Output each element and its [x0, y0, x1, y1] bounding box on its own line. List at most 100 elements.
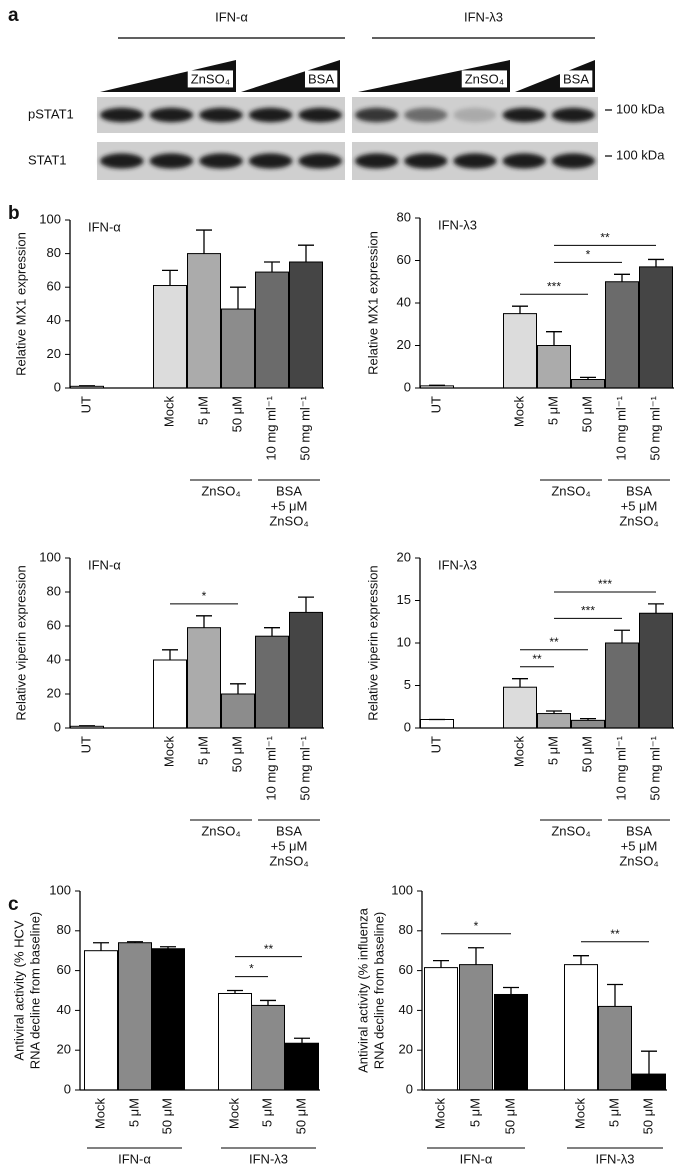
group-label: IFN-α — [118, 1151, 151, 1166]
blot-band — [199, 107, 243, 123]
error-bar — [546, 331, 562, 346]
bar — [564, 964, 598, 1091]
group-label: IFN-α — [460, 1151, 493, 1166]
bar — [221, 693, 255, 729]
x-tick-label: 50 μM — [293, 1098, 308, 1134]
error-bar — [512, 678, 528, 688]
row-label: STAT1 — [28, 152, 67, 167]
y-tick-label: 40 — [397, 294, 411, 309]
group-label: IFN-λ3 — [596, 1151, 635, 1166]
blot-band — [99, 107, 144, 123]
significance-label: * — [586, 248, 591, 262]
bar — [503, 686, 537, 729]
blot-band — [99, 153, 144, 169]
error-bar — [264, 261, 280, 273]
y-tick-label: 40 — [399, 1002, 413, 1017]
group-label: ZnSO₄ — [201, 483, 240, 498]
wedge-label-bg — [187, 70, 233, 88]
bar — [255, 271, 289, 389]
x-tick-label: 10 mg ml⁻¹ — [613, 395, 628, 460]
y-tick-label: 80 — [397, 209, 411, 224]
wedge-label: BSA — [563, 71, 589, 86]
x-tick-label: 5 μM — [195, 736, 210, 765]
error-bar — [648, 603, 664, 614]
chart-title: IFN-λ3 — [438, 217, 477, 232]
chart-title: IFN-α — [88, 557, 121, 572]
error-bar — [648, 258, 664, 267]
y-tick-label: 20 — [397, 337, 411, 352]
bar — [639, 612, 673, 729]
x-tick-label: UT — [428, 736, 443, 753]
x-tick-label: UT — [78, 396, 93, 413]
blot-band — [502, 153, 546, 169]
y-tick-label: 0 — [54, 379, 61, 394]
y-tick-label: 5 — [404, 677, 411, 692]
bar — [187, 253, 221, 389]
panel-label: c — [8, 894, 19, 915]
blot-band — [404, 153, 448, 169]
group-label: ZnSO₄ — [269, 853, 308, 868]
bar — [639, 266, 673, 389]
panel-label: a — [8, 5, 19, 26]
group-label: +5 μM — [621, 838, 658, 853]
bar — [285, 1042, 319, 1091]
bar — [420, 719, 454, 729]
blot-band — [453, 107, 497, 123]
group-label: BSA — [626, 483, 652, 498]
error-bar — [93, 942, 109, 951]
x-tick-label: 50 μM — [579, 396, 594, 432]
y-axis-label: Relative MX1 expression — [365, 231, 380, 375]
significance-label: ** — [610, 927, 620, 941]
y-tick-label: 0 — [54, 719, 61, 734]
group-label: ZnSO₄ — [201, 823, 240, 838]
error-bar — [580, 376, 596, 380]
error-bar — [298, 244, 314, 262]
bar — [605, 642, 639, 729]
bar — [289, 261, 323, 389]
significance-label: * — [249, 962, 254, 976]
significance-label: * — [202, 589, 207, 603]
bar — [632, 1073, 666, 1091]
significance-label: ** — [549, 635, 559, 649]
wedge-label-bg — [304, 70, 338, 88]
error-bar — [264, 627, 280, 637]
chart-title: IFN-α — [88, 219, 121, 234]
significance-label: ** — [600, 231, 610, 245]
error-bar — [468, 947, 484, 965]
blot-band — [551, 153, 596, 169]
x-tick-label: Mock — [161, 396, 176, 428]
x-tick-label: 50 μM — [159, 1098, 174, 1134]
bar — [494, 993, 528, 1091]
x-tick-label: 5 μM — [606, 1098, 621, 1127]
group-label: +5 μM — [271, 498, 308, 513]
y-axis-label: Relative MX1 expression — [13, 232, 28, 376]
y-tick-label: 40 — [57, 1002, 71, 1017]
group-label: ZnSO₄ — [551, 823, 590, 838]
y-tick-label: 100 — [391, 882, 413, 897]
y-axis-label: Antiviral activity (% HCV — [11, 920, 26, 1060]
error-bar — [512, 305, 528, 314]
x-tick-label: 50 mg ml⁻¹ — [647, 395, 662, 460]
y-tick-label: 60 — [47, 279, 61, 294]
y-axis-label: Relative viperin expression — [365, 565, 380, 720]
x-tick-label: UT — [78, 736, 93, 753]
blot-band — [453, 153, 497, 169]
error-bar — [79, 385, 95, 387]
y-tick-label: 80 — [47, 245, 61, 260]
x-tick-label: Mock — [511, 736, 526, 768]
x-tick-label: UT — [428, 396, 443, 413]
blot-band — [551, 107, 596, 123]
wedge-label-bg — [559, 70, 593, 88]
y-tick-label: 60 — [47, 617, 61, 632]
group-label: BSA — [276, 823, 302, 838]
y-tick-label: 40 — [47, 312, 61, 327]
y-tick-label: 60 — [57, 962, 71, 977]
bar — [118, 942, 152, 1091]
x-tick-label: 5 μM — [259, 1098, 274, 1127]
y-tick-label: 20 — [47, 685, 61, 700]
bar — [153, 285, 187, 389]
x-tick-label: 50 μM — [229, 396, 244, 432]
bar — [289, 611, 323, 729]
marker-label: 100 kDa — [616, 147, 665, 162]
group-label: IFN-λ3 — [249, 1151, 288, 1166]
